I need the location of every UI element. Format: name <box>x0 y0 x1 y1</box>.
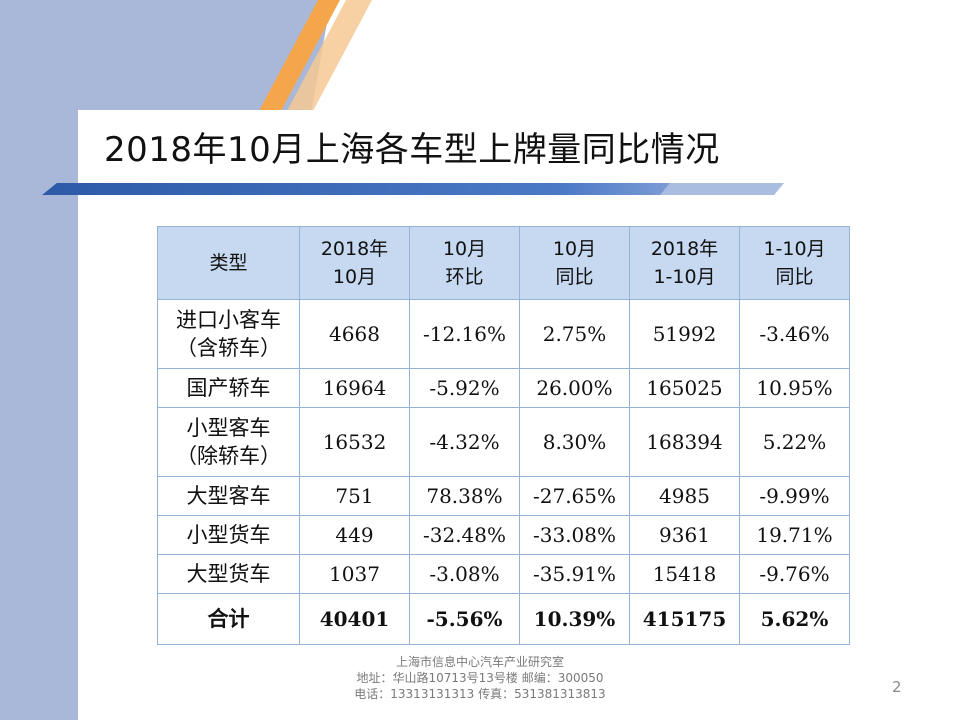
total-label: 合计 <box>157 593 300 645</box>
header-line: 同比 <box>775 266 814 288</box>
table-cell: -4.32% <box>409 407 520 477</box>
table-cell: 16532 <box>299 407 410 477</box>
page-number: 2 <box>892 678 902 696</box>
title-underline-accent <box>660 183 784 195</box>
table-total-row: 合计 40401 -5.56% 10.39% 415175 5.62% <box>157 593 850 645</box>
table-cell: 5.62% <box>739 593 850 645</box>
row-type: 小型货车 <box>157 515 300 555</box>
header-line: 1-10月 <box>653 266 716 288</box>
header-oct-2018: 2018年 10月 <box>299 226 410 300</box>
header-oct-yoy: 10月同比 <box>519 226 630 300</box>
table-cell: -5.92% <box>409 368 520 408</box>
table-cell: 15418 <box>629 554 740 594</box>
row-type: 进口小客车 （含轿车） <box>157 299 300 369</box>
table-cell: -3.46% <box>739 299 850 369</box>
table-cell: 4985 <box>629 476 740 516</box>
table-cell: -12.16% <box>409 299 520 369</box>
header-line: 10月 <box>332 266 377 288</box>
table-cell: 2.75% <box>519 299 630 369</box>
table-cell: 9361 <box>629 515 740 555</box>
footer: 上海市信息中心汽车产业研究室 地址：华山路10713号13号楼 邮编：30005… <box>0 654 960 702</box>
table-row: 大型客车 751 78.38% -27.65% 4985 -9.99% <box>157 476 850 516</box>
header-ytd-yoy: 1-10月同比 <box>739 226 850 300</box>
table-cell: 168394 <box>629 407 740 477</box>
table-cell: 4668 <box>299 299 410 369</box>
table-cell: 10.39% <box>519 593 630 645</box>
table-cell: 16964 <box>299 368 410 408</box>
table-cell: 751 <box>299 476 410 516</box>
table-cell: -9.99% <box>739 476 850 516</box>
page-title: 2018年10月上海各车型上牌量同比情况 <box>104 130 720 170</box>
table-cell: -35.91% <box>519 554 630 594</box>
header-type: 类型 <box>157 226 300 300</box>
header-line: 2018年 <box>320 238 389 260</box>
table-cell: 78.38% <box>409 476 520 516</box>
table-cell: -27.65% <box>519 476 630 516</box>
table-row: 进口小客车 （含轿车） 4668 -12.16% 2.75% 51992 -3.4… <box>157 299 850 369</box>
header-ytd-2018: 2018年 1-10月 <box>629 226 740 300</box>
table-row: 国产轿车 16964 -5.92% 26.00% 165025 10.95% <box>157 368 850 408</box>
row-type-line: 小型客车 <box>186 416 271 440</box>
table-cell: 165025 <box>629 368 740 408</box>
table-row: 小型货车 449 -32.48% -33.08% 9361 19.71% <box>157 515 850 555</box>
header-line: 10月 <box>442 238 487 260</box>
row-type: 小型客车 （除轿车） <box>157 407 300 477</box>
table-cell: 26.00% <box>519 368 630 408</box>
side-decor-panel <box>0 0 78 720</box>
table-cell: -9.76% <box>739 554 850 594</box>
table-cell: 449 <box>299 515 410 555</box>
table-row: 小型客车 （除轿车） 16532 -4.32% 8.30% 168394 5.22… <box>157 407 850 477</box>
row-type-line: （除轿车） <box>176 444 281 468</box>
footer-org: 上海市信息中心汽车产业研究室 <box>395 655 564 669</box>
title-underline-bar <box>42 183 784 195</box>
row-type: 大型货车 <box>157 554 300 594</box>
table-header-row: 类型 2018年 10月 10月 环比 10月 同比 2018年 1-10月 1-10月… <box>157 226 850 300</box>
table-row: 大型货车 1037 -3.08% -35.91% 15418 -9.76% <box>157 554 850 594</box>
table-cell: 10.95% <box>739 368 850 408</box>
table-cell: 415175 <box>629 593 740 645</box>
header-line: 10月 <box>552 238 597 260</box>
row-type-line: （含轿车） <box>176 336 281 360</box>
header-line: 环比 <box>445 266 484 288</box>
header-oct-mom: 10月环比 <box>409 226 520 300</box>
footer-address: 地址：华山路10713号13号楼 邮编：300050 <box>356 671 604 685</box>
registration-table: 类型 2018年 10月 10月 环比 10月 同比 2018年 1-10月 1-10月… <box>157 226 850 645</box>
table-cell: -3.08% <box>409 554 520 594</box>
row-type: 国产轿车 <box>157 368 300 408</box>
table-cell: 8.30% <box>519 407 630 477</box>
table-cell: -33.08% <box>519 515 630 555</box>
header-line: 同比 <box>555 266 594 288</box>
table-cell: 51992 <box>629 299 740 369</box>
top-decor-panel <box>0 0 440 110</box>
title-card <box>78 110 960 190</box>
table-cell: -5.56% <box>409 593 520 645</box>
table-cell: 40401 <box>299 593 410 645</box>
header-type-label: 类型 <box>209 252 248 274</box>
row-type: 大型客车 <box>157 476 300 516</box>
table-cell: -32.48% <box>409 515 520 555</box>
table-cell: 1037 <box>299 554 410 594</box>
header-line: 2018年 <box>650 238 719 260</box>
table-cell: 5.22% <box>739 407 850 477</box>
header-line: 1-10月 <box>763 238 826 260</box>
footer-contact: 电话：13313131313 传真：531381313813 <box>354 687 606 701</box>
registration-table-container: 类型 2018年 10月 10月 环比 10月 同比 2018年 1-10月 1-10月… <box>157 226 850 645</box>
table-cell: 19.71% <box>739 515 850 555</box>
row-type-line: 进口小客车 <box>176 308 281 332</box>
